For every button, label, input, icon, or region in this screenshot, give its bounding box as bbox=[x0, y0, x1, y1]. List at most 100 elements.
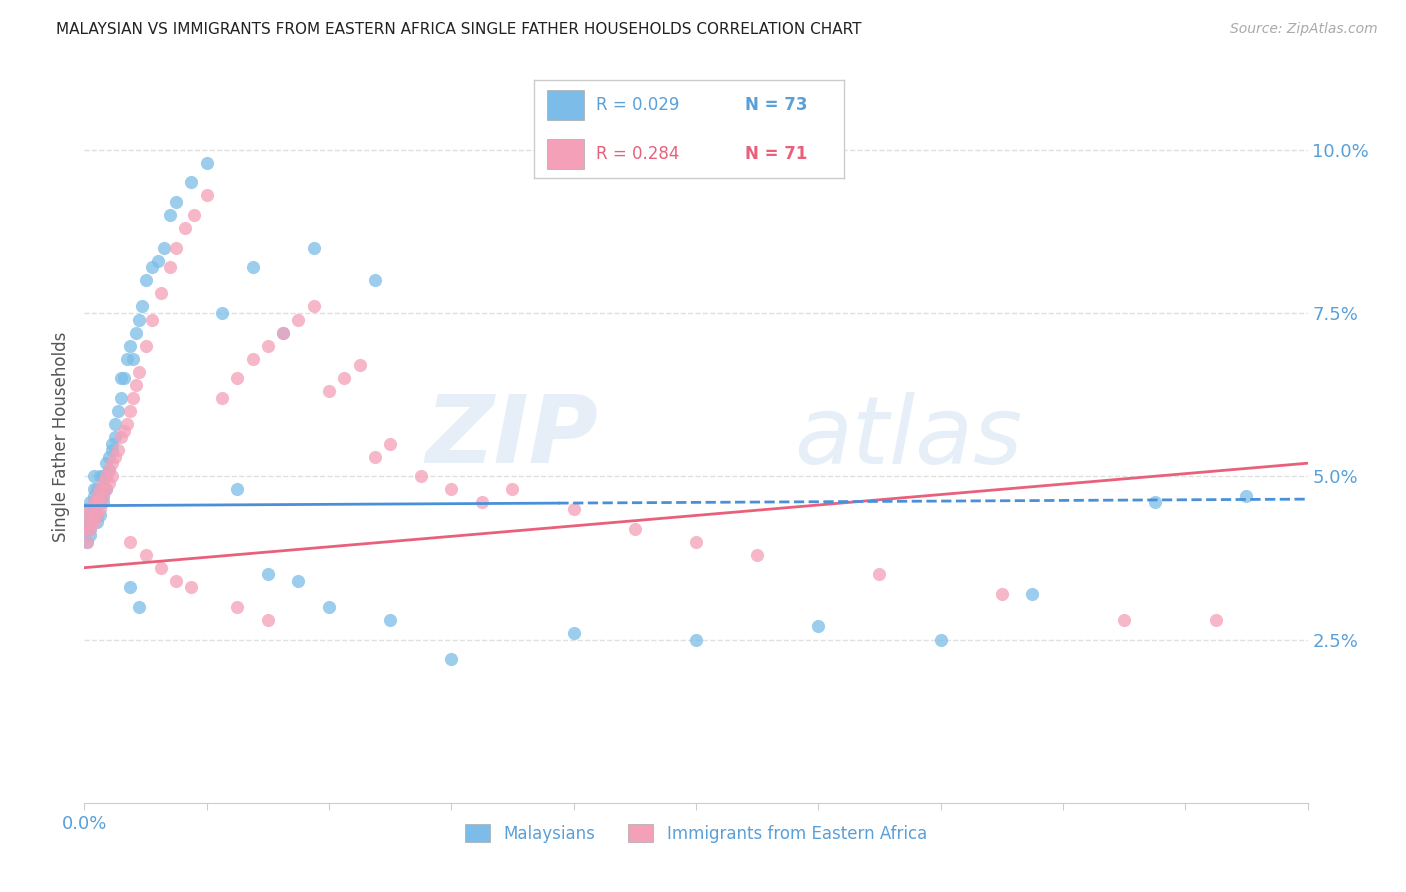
Point bbox=[211, 306, 233, 320]
Point bbox=[91, 489, 114, 503]
Point bbox=[79, 521, 101, 535]
Point bbox=[257, 613, 280, 627]
Point bbox=[86, 495, 108, 509]
Point bbox=[107, 404, 129, 418]
Point bbox=[929, 632, 952, 647]
Point bbox=[159, 208, 181, 222]
Point bbox=[76, 534, 98, 549]
Point bbox=[318, 599, 340, 614]
Point bbox=[257, 567, 280, 582]
Point bbox=[242, 260, 264, 275]
Text: R = 0.284: R = 0.284 bbox=[596, 145, 679, 163]
Point bbox=[91, 475, 114, 490]
Point bbox=[991, 587, 1014, 601]
Point bbox=[153, 241, 176, 255]
Point bbox=[146, 253, 169, 268]
Point bbox=[79, 502, 101, 516]
Point bbox=[174, 221, 197, 235]
Point bbox=[86, 489, 108, 503]
Point bbox=[120, 534, 142, 549]
Point bbox=[440, 483, 463, 497]
Point bbox=[287, 574, 309, 588]
Point bbox=[86, 515, 108, 529]
Point bbox=[76, 534, 98, 549]
Point bbox=[180, 175, 202, 189]
Point bbox=[141, 260, 163, 275]
Point bbox=[122, 351, 145, 366]
Point bbox=[83, 469, 105, 483]
Point bbox=[110, 391, 132, 405]
Point bbox=[104, 450, 127, 464]
FancyBboxPatch shape bbox=[547, 90, 583, 120]
Point bbox=[128, 599, 150, 614]
Point bbox=[91, 489, 114, 503]
Point bbox=[86, 508, 108, 523]
Point bbox=[226, 371, 249, 385]
Point bbox=[226, 483, 249, 497]
Point bbox=[409, 469, 432, 483]
Point bbox=[149, 286, 172, 301]
Point bbox=[380, 436, 402, 450]
Point bbox=[271, 326, 294, 340]
Point bbox=[79, 515, 101, 529]
Point bbox=[79, 515, 101, 529]
Point bbox=[135, 273, 157, 287]
Point bbox=[120, 338, 142, 352]
Point bbox=[107, 443, 129, 458]
Point bbox=[125, 326, 148, 340]
Point bbox=[195, 188, 218, 202]
Point bbox=[89, 495, 111, 509]
Point bbox=[101, 443, 124, 458]
Point bbox=[94, 483, 117, 497]
Point bbox=[125, 377, 148, 392]
Point bbox=[242, 351, 264, 366]
Point bbox=[91, 483, 114, 497]
Point bbox=[562, 502, 585, 516]
Point bbox=[76, 515, 98, 529]
Point bbox=[97, 450, 120, 464]
Point bbox=[165, 194, 187, 209]
Point bbox=[159, 260, 181, 275]
Point bbox=[257, 338, 280, 352]
Text: MALAYSIAN VS IMMIGRANTS FROM EASTERN AFRICA SINGLE FATHER HOUSEHOLDS CORRELATION: MALAYSIAN VS IMMIGRANTS FROM EASTERN AFR… bbox=[56, 22, 862, 37]
Point bbox=[120, 580, 142, 594]
Point bbox=[76, 521, 98, 535]
Point bbox=[165, 241, 187, 255]
Point bbox=[149, 560, 172, 574]
Point bbox=[1143, 495, 1166, 509]
Legend: Malaysians, Immigrants from Eastern Africa: Malaysians, Immigrants from Eastern Afri… bbox=[458, 818, 934, 849]
Point bbox=[271, 326, 294, 340]
Point bbox=[333, 371, 356, 385]
Point bbox=[562, 626, 585, 640]
Point bbox=[76, 502, 98, 516]
Y-axis label: Single Father Households: Single Father Households bbox=[52, 332, 70, 542]
Point bbox=[165, 574, 187, 588]
Point bbox=[318, 384, 340, 399]
Point bbox=[287, 312, 309, 326]
Point bbox=[94, 469, 117, 483]
Point bbox=[471, 495, 494, 509]
Point bbox=[112, 371, 135, 385]
Point bbox=[86, 483, 108, 497]
Point bbox=[364, 273, 387, 287]
Point bbox=[685, 632, 707, 647]
Point bbox=[89, 483, 111, 497]
Point bbox=[135, 548, 157, 562]
Point bbox=[104, 417, 127, 431]
Point bbox=[440, 652, 463, 666]
Point bbox=[807, 619, 830, 633]
Point bbox=[211, 391, 233, 405]
Point bbox=[747, 548, 769, 562]
Point bbox=[89, 483, 111, 497]
Point bbox=[97, 475, 120, 490]
Point bbox=[110, 371, 132, 385]
Text: atlas: atlas bbox=[794, 392, 1022, 483]
Point bbox=[83, 495, 105, 509]
Point bbox=[79, 521, 101, 535]
Point bbox=[183, 208, 205, 222]
Point bbox=[1205, 613, 1227, 627]
Point bbox=[101, 469, 124, 483]
Point bbox=[83, 515, 105, 529]
Point bbox=[97, 463, 120, 477]
Text: Source: ZipAtlas.com: Source: ZipAtlas.com bbox=[1230, 22, 1378, 37]
